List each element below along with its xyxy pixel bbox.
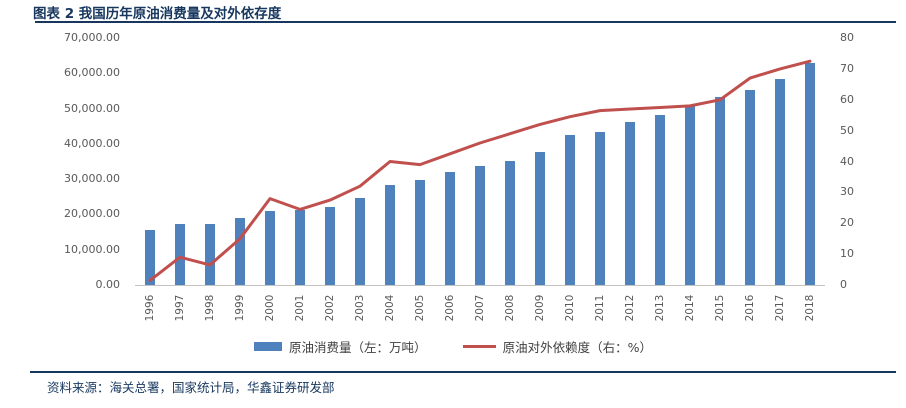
consumption-bar-2012 bbox=[625, 121, 635, 285]
x-axis-year-label: 2011 bbox=[594, 294, 606, 322]
consumption-bar-2001 bbox=[295, 209, 305, 285]
right-axis-tick-label: 30 bbox=[840, 185, 854, 199]
x-axis-year-label: 2014 bbox=[684, 294, 696, 322]
x-axis-year-label: 1998 bbox=[204, 294, 216, 322]
right-axis-tick-label: 40 bbox=[840, 154, 854, 168]
x-axis-year-label: 2018 bbox=[804, 294, 816, 322]
left-axis-tick-label: 10,000.00 bbox=[64, 242, 120, 256]
legend-item: 原油消费量（左：万吨） bbox=[254, 337, 427, 356]
right-axis-tick-label: 10 bbox=[840, 247, 854, 261]
consumption-bar-2000 bbox=[265, 210, 275, 285]
consumption-bar-2008 bbox=[505, 161, 515, 285]
x-axis-year-label: 2001 bbox=[294, 294, 306, 322]
x-axis-year-label: 1997 bbox=[174, 294, 186, 322]
x-axis-year-label: 2003 bbox=[354, 294, 366, 322]
left-axis-tick-label: 40,000.00 bbox=[64, 136, 120, 150]
consumption-bar-1996 bbox=[145, 229, 155, 285]
x-axis-year-label: 2000 bbox=[264, 294, 276, 322]
consumption-bar-2017 bbox=[775, 78, 785, 285]
x-axis-year-label: 2006 bbox=[444, 294, 456, 322]
x-axis-year-label: 2010 bbox=[564, 294, 576, 322]
left-axis-tick-label: 0.00 bbox=[95, 278, 121, 291]
consumption-bar-1998 bbox=[205, 223, 215, 285]
consumption-bar-2009 bbox=[535, 151, 545, 285]
x-axis-year-label: 2007 bbox=[474, 294, 486, 322]
consumption-bar-1997 bbox=[175, 223, 185, 285]
right-axis-tick-label: 60 bbox=[840, 92, 854, 106]
consumption-bar-2016 bbox=[745, 89, 755, 285]
right-axis-tick-label: 20 bbox=[840, 216, 854, 230]
x-axis-year-label: 2002 bbox=[324, 294, 336, 322]
consumption-bar-2011 bbox=[595, 131, 605, 285]
consumption-bar-1999 bbox=[235, 218, 245, 285]
legend: 原油消费量（左：万吨） 原油对外依赖度（右：%） bbox=[0, 337, 906, 356]
left-axis-tick-label: 20,000.00 bbox=[64, 207, 120, 221]
x-axis-year-label: 2017 bbox=[774, 294, 786, 322]
x-axis-year-label: 2013 bbox=[654, 294, 666, 322]
x-axis-year-label: 2015 bbox=[714, 294, 726, 322]
right-axis-tick-label: 70 bbox=[840, 61, 854, 75]
consumption-bar-2004 bbox=[385, 185, 395, 285]
consumption-bar-2015 bbox=[715, 96, 725, 285]
x-axis-line bbox=[135, 285, 825, 286]
legend-item: 原油对外依赖度（右：%） bbox=[462, 337, 652, 356]
consumption-bar-2003 bbox=[355, 198, 365, 285]
consumption-bar-2006 bbox=[445, 172, 455, 285]
consumption-bar-2013 bbox=[655, 114, 665, 285]
left-axis-tick-label: 30,000.00 bbox=[64, 172, 120, 186]
left-axis-tick-label: 70,000.00 bbox=[64, 31, 120, 44]
source-note: 资料来源：海关总署，国家统计局，华鑫证券研发部 bbox=[47, 380, 335, 395]
consumption-bar-2005 bbox=[415, 179, 425, 285]
legend-line-swatch bbox=[462, 345, 496, 348]
consumption-bar-2002 bbox=[325, 207, 335, 285]
consumption-bar-2010 bbox=[565, 135, 575, 285]
x-axis-year-label: 2004 bbox=[384, 294, 396, 322]
x-axis-year-label: 1999 bbox=[234, 294, 246, 322]
legend-label: 原油消费量（左：万吨） bbox=[289, 340, 427, 355]
x-axis-year-label: 2012 bbox=[624, 294, 636, 322]
consumption-bar-2018 bbox=[805, 62, 815, 285]
consumption-bar-2007 bbox=[475, 166, 485, 285]
x-axis-year-label: 2009 bbox=[534, 294, 546, 322]
footer-divider bbox=[30, 371, 896, 373]
x-axis-year-label: 2008 bbox=[504, 294, 516, 322]
x-axis-year-label: 1996 bbox=[144, 294, 156, 322]
chart-title: 图表 2 我国历年原油消费量及对外依存度 bbox=[33, 6, 282, 22]
legend-label: 原油对外依赖度（右：%） bbox=[502, 340, 652, 355]
title-underline bbox=[35, 21, 896, 23]
right-axis-tick-label: 50 bbox=[840, 123, 854, 137]
right-axis-tick-label: 80 bbox=[840, 31, 854, 44]
x-axis-year-label: 2016 bbox=[744, 294, 756, 322]
consumption-bar-2014 bbox=[685, 105, 695, 285]
left-axis-tick-label: 60,000.00 bbox=[64, 66, 120, 80]
right-axis-tick-label: 0 bbox=[840, 278, 847, 291]
left-axis-tick-label: 50,000.00 bbox=[64, 101, 120, 115]
legend-bar-swatch bbox=[254, 342, 283, 351]
x-axis-year-label: 2005 bbox=[414, 294, 426, 322]
